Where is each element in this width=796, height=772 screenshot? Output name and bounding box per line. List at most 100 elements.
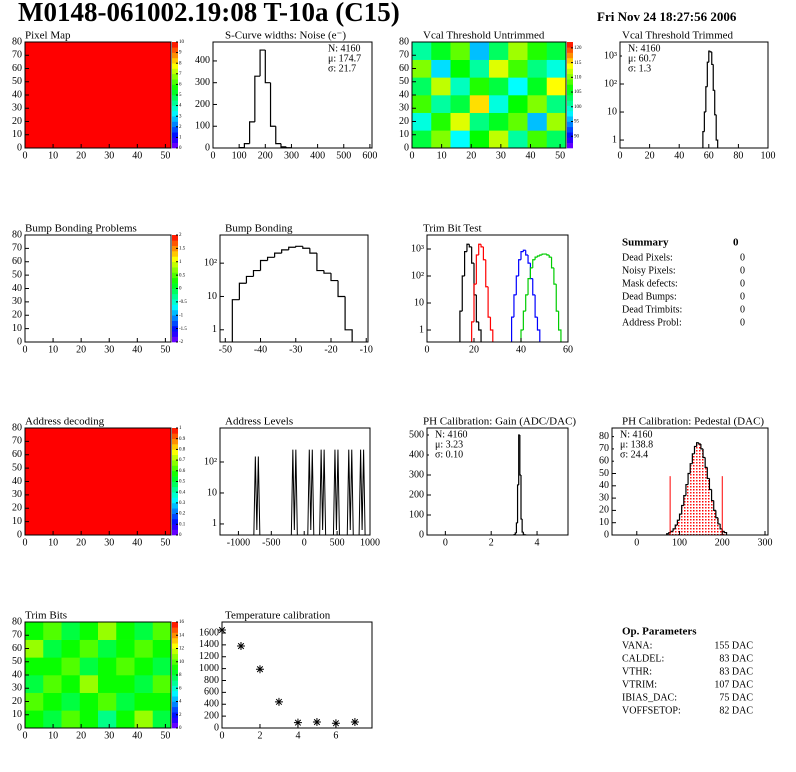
plot-area <box>253 449 366 536</box>
heat-cell <box>469 59 490 78</box>
y-tick-label: 30 <box>12 296 22 307</box>
x-tick-label: 0 <box>211 150 216 161</box>
y-tick-label: 10² <box>411 270 424 281</box>
colorbar-step <box>172 79 178 85</box>
histogram-bin <box>700 443 704 450</box>
x-tick-label: 100 <box>761 150 776 161</box>
heat-cell <box>61 639 81 658</box>
z-tick-label: 0 <box>179 287 182 292</box>
z-tick-label: 10 <box>179 660 185 665</box>
star-marker <box>350 718 359 727</box>
histogram-bin <box>288 246 296 250</box>
histogram-bin <box>529 267 533 279</box>
colorbar-step <box>172 235 178 241</box>
y-tick-label: 80 <box>12 36 22 47</box>
heat-cell <box>527 59 548 78</box>
histogram-bin <box>713 500 716 512</box>
colorbar-step <box>567 63 573 69</box>
histogram-bin <box>295 245 303 248</box>
histogram-bin <box>536 317 541 342</box>
colorbar-step <box>172 449 178 456</box>
heat-cell <box>508 59 528 78</box>
z-tick-label: 1 <box>179 136 182 141</box>
page-date: Fri Nov 24 18:27:56 2006 <box>597 9 737 24</box>
panel-title: Bump Bonding Problems <box>25 223 137 235</box>
op-name: VTHR: <box>622 666 652 677</box>
x-tick-label: 50 <box>160 730 170 741</box>
colorbar-step <box>172 497 178 504</box>
heat-cell <box>116 639 135 658</box>
panel-title: Bump Bonding <box>225 223 293 235</box>
z-tick-label: -0.5 <box>179 300 187 305</box>
colorbar-step <box>567 52 573 59</box>
stats-line: μ: 3.23 <box>435 439 463 450</box>
panel-title: Trim Bits <box>25 610 67 622</box>
x-tick-label: -30 <box>289 344 302 355</box>
x-tick-label: 10 <box>437 150 447 161</box>
z-tick-label: 12 <box>179 647 185 652</box>
heat-cell <box>61 675 81 693</box>
plot-border <box>426 427 569 536</box>
y-tick-label: 10 <box>607 106 617 117</box>
histogram-bin <box>275 126 281 145</box>
x-tick-label: 10 <box>48 150 58 161</box>
x-tick-label: 30 <box>104 537 114 548</box>
x-tick-label: 0 <box>23 730 28 741</box>
x-tick-label: 100 <box>232 150 247 161</box>
plot-area <box>238 49 293 149</box>
histogram-bin <box>482 246 486 261</box>
op-name: VOFFSETOP: <box>622 705 681 716</box>
bar-fill <box>709 489 712 535</box>
histogram-bin <box>546 254 550 256</box>
y-tick-label: 40 <box>12 669 22 680</box>
y-tick-label: 200 <box>409 489 424 500</box>
x-tick-label: 20 <box>645 150 655 161</box>
histogram-bin <box>683 495 686 506</box>
y-tick-label: 70 <box>12 630 22 641</box>
histogram-bin <box>274 252 282 258</box>
colorbar-step <box>172 622 178 628</box>
heat-cell <box>508 130 528 149</box>
plot-area <box>702 50 719 148</box>
heat-cell <box>98 657 117 676</box>
x-tick-label: 20 <box>469 344 479 355</box>
x-tick-label: 0 <box>618 150 623 161</box>
colorbar-step <box>172 299 178 305</box>
y-tick-label: 60 <box>12 643 22 654</box>
y-tick-label: 10 <box>12 129 22 140</box>
x-tick-label: -50 <box>219 344 232 355</box>
colorbar-step <box>172 476 178 482</box>
colorbar-step <box>567 73 573 80</box>
y-tick-label: 30 <box>12 683 22 694</box>
y-tick-label: 1 <box>612 134 617 145</box>
y-tick-label: 40 <box>12 283 22 294</box>
bar-fill <box>688 473 691 535</box>
y-tick-label: 10³ <box>604 50 617 61</box>
colorbar-step <box>172 653 178 660</box>
y-tick-label: 20 <box>12 503 22 514</box>
x-tick-label: 500 <box>336 150 351 161</box>
summary-label: Dead Pixels: <box>622 252 673 263</box>
histogram-bin <box>691 453 695 464</box>
x-tick-label: 20 <box>76 150 86 161</box>
z-tick-label: 8 <box>179 61 182 66</box>
panel-title: Address decoding <box>25 416 105 428</box>
bar-fill <box>711 500 714 535</box>
x-tick-label: 60 <box>563 344 573 355</box>
colorbar-step <box>567 68 573 75</box>
x-tick-label: 40 <box>525 150 535 161</box>
star-marker <box>293 718 302 727</box>
heat-cell <box>43 622 62 640</box>
histogram-bin <box>534 294 538 318</box>
heat-cell <box>98 622 117 640</box>
y-tick-label: 80 <box>399 36 409 47</box>
x-tick-label: 50 <box>160 150 170 161</box>
heat-cell <box>43 639 62 658</box>
bar-fill <box>705 467 708 535</box>
heat-cell <box>25 622 44 640</box>
y-tick-label: 40 <box>399 89 409 100</box>
y-tick-label: 1 <box>212 324 217 335</box>
plot-border <box>219 234 369 343</box>
z-tick-label: 1 <box>179 426 182 431</box>
colorbar-step <box>172 680 178 686</box>
